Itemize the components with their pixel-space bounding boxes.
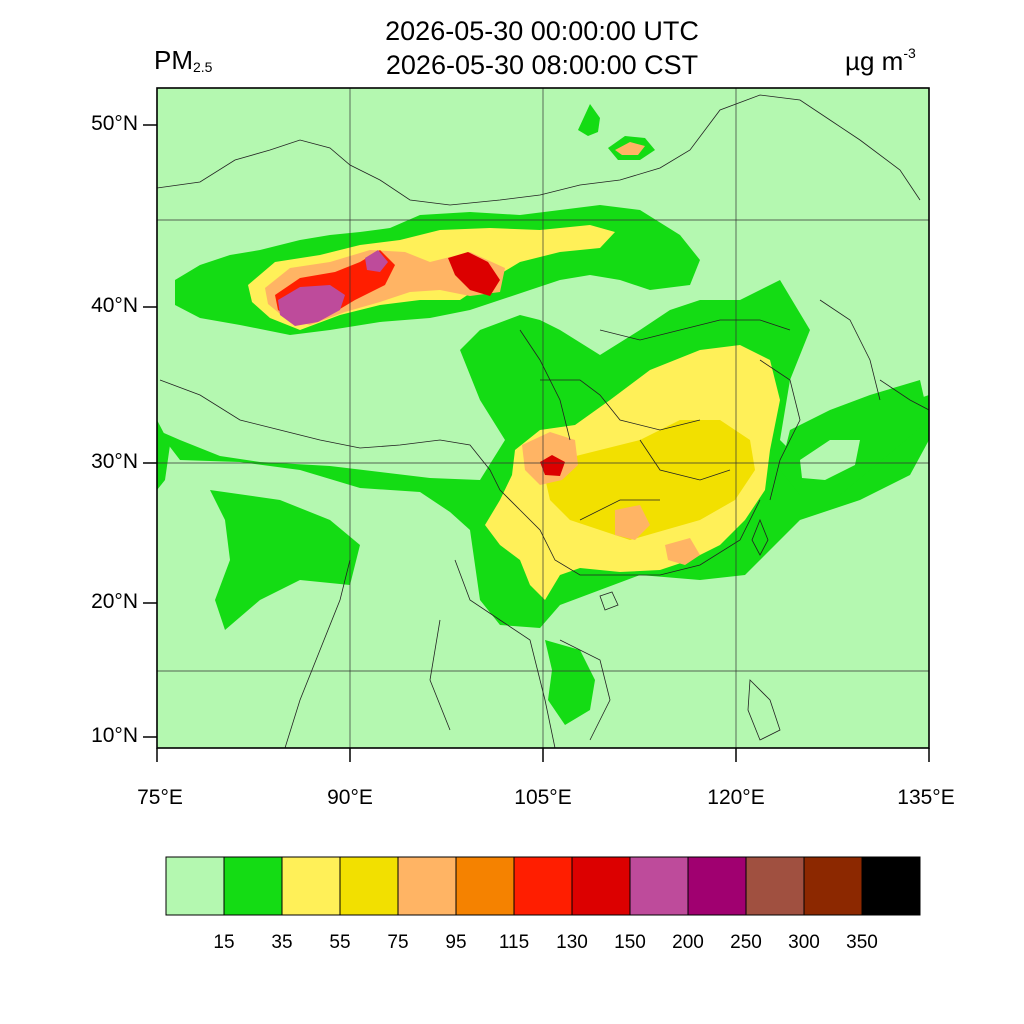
colorbar-label-9: 250 [730,932,762,953]
colorbar-label-6: 130 [556,932,588,953]
colorbar-box-4 [397,856,457,916]
colorbar-label-11: 350 [846,932,878,953]
pm-plume-sea-clean [800,440,860,480]
local-time-title: 2026-05-30 08:00:00 CST [385,50,699,80]
colorbar-box-10 [745,856,805,916]
colorbar [165,856,921,916]
pm-haze-orange3 [665,538,700,565]
colorbar-box-12 [861,856,921,916]
colorbar-box-2 [281,856,341,916]
colorbar-label-8: 200 [672,932,704,953]
pm-patch-mongolia [578,104,600,136]
colorbar-box-3 [339,856,399,916]
variable-label: PM2.5 [154,45,212,76]
boundaries [157,94,929,748]
pm-plume-north-red2 [448,252,500,296]
lat-label-50n: 50°N [91,112,138,135]
lat-label-40n: 40°N [91,294,138,317]
pm-patch-mongolia2-core [615,142,645,155]
colorbar-box-0 [165,856,225,916]
colorbar-box-9 [687,856,747,916]
lon-label-105e: 105°E [514,786,572,809]
colorbar-box-11 [803,856,863,916]
lon-label-90e: 90°E [327,786,373,809]
utc-time-title: 2026-05-30 00:00:00 UTC [385,16,699,46]
lat-label-30n: 30°N [91,450,138,473]
colorbar-label-10: 300 [788,932,820,953]
variable-subscript: 2.5 [193,59,213,75]
pm-plume-north-purple [278,285,345,326]
pm-hotspot-sichuan [540,455,565,476]
pm-band-india [210,490,360,630]
colorbar-label-3: 75 [387,932,409,953]
axis-ticks [143,124,930,762]
pm-band-west-edge [157,420,170,490]
lon-label-120e: 120°E [707,786,765,809]
colorbar-label-5: 115 [498,932,530,953]
variable-base: PM [154,45,193,75]
pm-haze-gold [545,420,755,540]
colorbar-box-7 [571,856,631,916]
colorbar-label-7: 150 [614,932,646,953]
units-exponent: -3 [903,45,916,61]
pm-plume-north-purple2 [365,250,388,272]
colorbar-label-1: 35 [271,932,293,953]
colorbar-label-2: 55 [329,932,351,953]
colorbar-box-6 [513,856,573,916]
lat-label-20n: 20°N [91,590,138,613]
map-field [157,88,929,748]
colorbar-box-8 [629,856,689,916]
colorbar-box-1 [223,856,283,916]
colorbar-box-5 [455,856,515,916]
lat-label-10n: 10°N [91,724,138,747]
pm-haze-orange2 [615,505,650,540]
lon-label-75e: 75°E [137,786,183,809]
lon-label-135e: 135°E [897,786,955,809]
units-base: µg m [845,46,904,76]
pm-band-indochina [545,640,595,725]
graticule [157,88,929,748]
colorbar-label-0: 15 [213,932,235,953]
units-label: µg m-3 [845,45,916,77]
colorbar-label-4: 95 [445,932,467,953]
